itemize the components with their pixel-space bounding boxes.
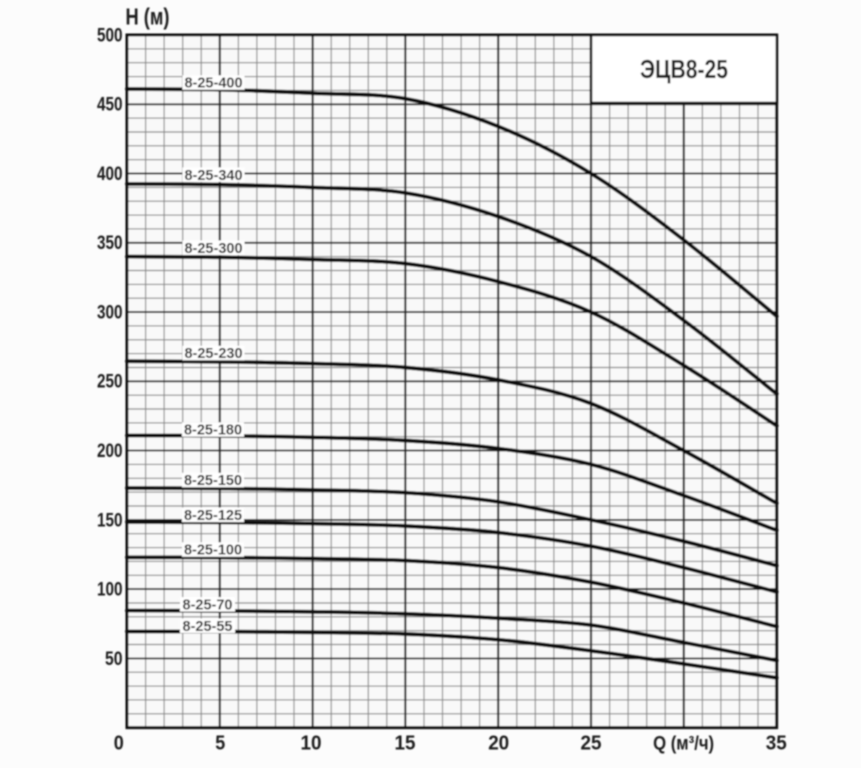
svg-text:Q (м³/ч): Q (м³/ч): [653, 734, 714, 755]
svg-text:ЭЦВ8-25: ЭЦВ8-25: [640, 54, 728, 84]
svg-text:0: 0: [114, 733, 124, 755]
svg-text:150: 150: [97, 510, 123, 531]
svg-text:250: 250: [97, 372, 123, 393]
svg-text:15: 15: [395, 733, 416, 755]
svg-text:400: 400: [97, 164, 123, 185]
svg-text:20: 20: [488, 733, 509, 755]
svg-text:8-25-150: 8-25-150: [184, 473, 242, 489]
svg-text:25: 25: [581, 733, 602, 755]
svg-text:8-25-125: 8-25-125: [184, 508, 242, 524]
svg-text:H (м): H (м): [126, 4, 170, 30]
svg-text:8-25-70: 8-25-70: [183, 598, 233, 614]
svg-text:350: 350: [97, 233, 123, 254]
svg-text:8-25-340: 8-25-340: [184, 168, 242, 184]
svg-text:500: 500: [97, 25, 123, 46]
svg-text:35: 35: [766, 733, 787, 755]
svg-text:100: 100: [97, 580, 123, 601]
svg-text:8-25-100: 8-25-100: [184, 543, 242, 559]
svg-text:5: 5: [215, 733, 225, 755]
svg-text:8-25-230: 8-25-230: [184, 346, 242, 362]
svg-text:10: 10: [301, 733, 322, 755]
svg-text:8-25-300: 8-25-300: [184, 241, 242, 257]
svg-text:8-25-180: 8-25-180: [184, 423, 242, 439]
svg-text:200: 200: [97, 441, 123, 462]
svg-text:8-25-400: 8-25-400: [184, 76, 242, 92]
svg-text:450: 450: [97, 95, 123, 116]
svg-text:300: 300: [97, 303, 123, 324]
svg-text:8-25-55: 8-25-55: [183, 619, 233, 635]
svg-text:50: 50: [105, 649, 123, 670]
